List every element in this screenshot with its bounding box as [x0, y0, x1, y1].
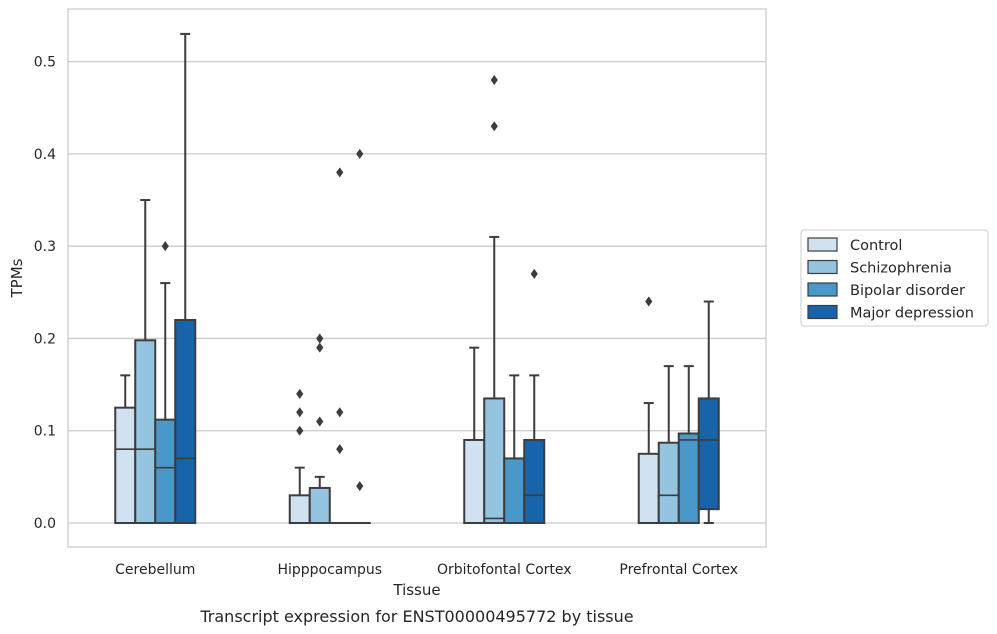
- outlier-point: [296, 407, 304, 418]
- outlier-point: [336, 407, 344, 418]
- box-schizophrenia-1: [308, 333, 331, 525]
- box-bipolar-disorder-2: [503, 374, 526, 525]
- legend-swatch: [807, 304, 838, 320]
- box-control-1: [288, 388, 311, 525]
- legend-swatch: [807, 259, 838, 275]
- box-body: [483, 397, 506, 525]
- x-tick-label: Prefrontal Cortex: [619, 562, 738, 578]
- x-axis-label: Tissue: [392, 581, 440, 599]
- outlier-point: [296, 425, 304, 436]
- box-body: [154, 418, 177, 525]
- box-body: [657, 441, 680, 525]
- outlier-point: [336, 167, 344, 178]
- box-major-depression-0: [174, 32, 197, 525]
- box-body: [523, 438, 546, 525]
- plot-frame: [67, 8, 767, 548]
- outlier-point: [490, 75, 498, 86]
- box-body: [503, 457, 526, 525]
- y-axis-ticks: 0.0 0.1 0.2 0.3 0.4 0.5: [34, 55, 56, 532]
- box-body: [114, 406, 137, 525]
- box-control-3: [637, 296, 660, 525]
- chart-caption: Transcript expression for ENST0000049577…: [199, 607, 633, 626]
- box-major-depression-3: [697, 300, 720, 525]
- box-bipolar-disorder-1: [328, 167, 351, 525]
- x-tick-label: Cerebellum: [115, 562, 195, 578]
- y-tick-label: 0.3: [34, 239, 56, 255]
- y-tick-label: 0.2: [34, 331, 56, 347]
- y-tick-label: 0.4: [34, 147, 56, 163]
- box-schizophrenia-0: [134, 199, 157, 525]
- outlier-point: [316, 416, 324, 427]
- box-bipolar-disorder-0: [154, 241, 177, 525]
- outlier-point: [161, 241, 169, 252]
- x-tick-label: Hipppocampus: [277, 562, 382, 578]
- box-body: [637, 452, 660, 525]
- legend-entry-label: Control: [850, 238, 902, 254]
- legend-entry-label: Schizophrenia: [850, 261, 952, 277]
- plot-area: [114, 32, 720, 525]
- legend-entry-label: Major depression: [850, 306, 974, 322]
- box-body: [288, 494, 311, 525]
- outlier-point: [530, 268, 538, 279]
- outlier-point: [316, 333, 324, 344]
- x-tick-label: Orbitofontal Cortex: [437, 562, 572, 578]
- box-body: [308, 486, 331, 525]
- box-bipolar-disorder-3: [677, 365, 700, 525]
- y-tick-label: 0.1: [34, 424, 56, 440]
- box-body: [174, 318, 197, 525]
- box-body: [697, 397, 720, 511]
- legend-swatch: [807, 237, 838, 252]
- box-major-depression-2: [523, 268, 546, 525]
- outlier-point: [645, 296, 653, 307]
- outlier-point: [336, 444, 344, 455]
- box-schizophrenia-2: [483, 75, 506, 525]
- outlier-point: [296, 388, 304, 399]
- outlier-point: [356, 481, 364, 492]
- legend: Control Schizophrenia Bipolar disorder Majo…: [800, 229, 989, 327]
- y-axis-label: TPMs: [8, 258, 26, 298]
- box-body: [677, 432, 700, 525]
- outlier-point: [356, 148, 364, 159]
- y-tick-label: 0.0: [34, 516, 56, 532]
- box-body: [134, 339, 157, 525]
- legend-swatch: [807, 282, 838, 297]
- legend-frame: [800, 229, 989, 327]
- legend-entry-label: Bipolar disorder: [850, 283, 965, 299]
- box-body: [463, 438, 486, 525]
- box-major-depression-1: [348, 148, 371, 525]
- x-axis-ticks: Cerebellum Hipppocampus Orbitofontal Corte…: [115, 562, 738, 578]
- outlier-point: [316, 342, 324, 353]
- y-tick-label: 0.5: [34, 55, 56, 71]
- outlier-point: [490, 121, 498, 132]
